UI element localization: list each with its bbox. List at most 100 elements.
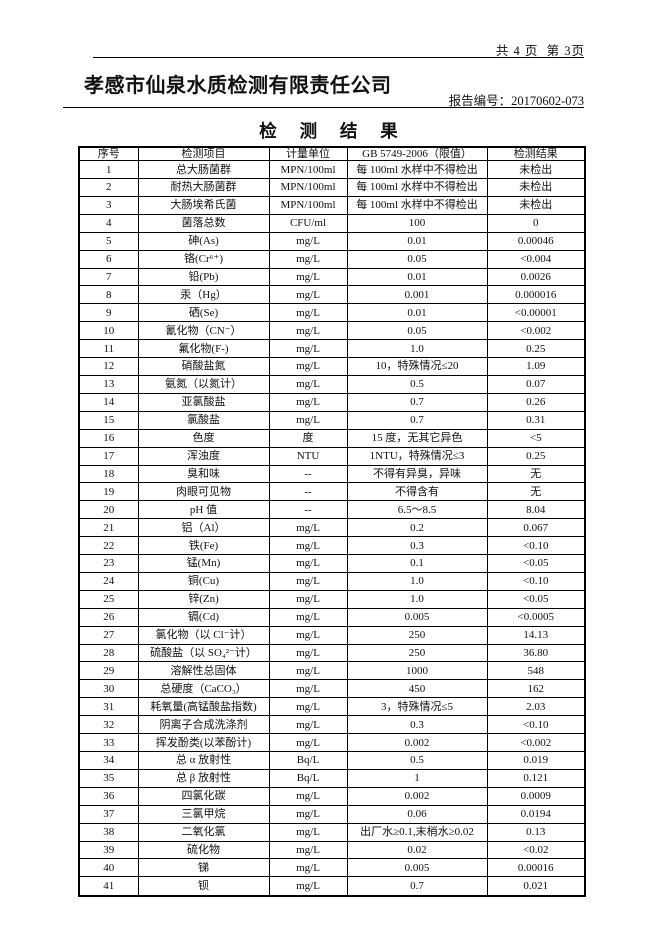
table-row: 34 总 α 放射性 Bq/L 0.5 0.019 <box>78 751 586 770</box>
report-number-value: 20170602-073 <box>511 94 584 108</box>
table-row: 36 四氯化碳 mg/L 0.002 0.0009 <box>78 786 586 806</box>
column-header-seq: 序号 <box>78 146 139 162</box>
table-row: 1 总大肠菌群 MPN/100ml 每 100ml 水样中不得检出 未检出 <box>78 160 586 179</box>
table-cell: 3，特殊情况≤5 <box>346 697 488 717</box>
table-cell: 0.002 <box>346 786 488 806</box>
table-cell: 0.13 <box>486 822 586 842</box>
table-cell: 0.005 <box>346 607 488 627</box>
table-cell: <0.00001 <box>486 303 586 323</box>
table-cell: Bq/L <box>268 751 348 770</box>
table-cell: MPN/100ml <box>268 195 348 215</box>
table-cell: 1.0 <box>346 339 488 359</box>
table-cell: <0.002 <box>486 733 586 752</box>
table-cell: 0.5 <box>346 751 488 770</box>
table-cell: 0.0194 <box>486 804 586 824</box>
results-table: 序号 检测项目 计量单位 GB 5749-2006（限值） 检测结果 1 总大肠菌… <box>78 146 586 897</box>
table-cell: 0.7 <box>346 392 488 412</box>
table-cell: 锌(Zn) <box>137 589 270 609</box>
table-cell: 35 <box>78 768 139 788</box>
table-cell: 0.7 <box>346 876 488 897</box>
table-cell: 15 度，无其它异色 <box>346 428 488 448</box>
report-number: 报告编号：20170602-073 <box>449 90 584 109</box>
table-cell: mg/L <box>268 321 348 341</box>
table-cell: 未检出 <box>486 160 586 179</box>
table-cell: 0.00016 <box>486 858 586 878</box>
table-cell: 0.05 <box>346 249 488 269</box>
table-cell: mg/L <box>268 589 348 609</box>
table-cell: mg/L <box>268 786 348 806</box>
table-cell: mg/L <box>268 697 348 717</box>
table-cell: mg/L <box>268 231 348 251</box>
table-cell: 17 <box>78 446 139 466</box>
table-cell: 每 100ml 水样中不得检出 <box>346 178 488 197</box>
table-row: 18 臭和味 -- 不得有异臭，异味无 <box>78 464 586 484</box>
table-cell: 40 <box>78 858 139 878</box>
table-cell: 6.5～8.5 <box>346 500 488 520</box>
table-row: 26 镉(Cd) mg/L 0.005 <0.0005 <box>78 607 586 627</box>
header-rule-bottom <box>63 107 584 108</box>
table-cell: 36.80 <box>486 643 586 663</box>
table-row: 13 氨氮（以氮计） mg/L 0.5 0.07 <box>78 374 586 394</box>
table-row: 33 挥发酚类(以苯酚计) mg/L 0.002 <0.002 <box>78 733 586 752</box>
table-row: 28 硫酸盐（以 SO₄²⁻计） mg/L 250 36.80 <box>78 643 586 663</box>
table-cell: 未检出 <box>486 178 586 197</box>
table-row: 17 浑浊度 NTU 1NTU，特殊情况≤3 0.25 <box>78 446 586 466</box>
table-cell: 548 <box>486 661 586 681</box>
table-cell: 250 <box>346 625 488 645</box>
table-cell: 0.25 <box>486 339 586 359</box>
table-cell: 耐热大肠菌群 <box>137 178 270 197</box>
table-cell: <0.05 <box>486 589 586 609</box>
table-row: 30 总硬度（CaCO₃） mg/L 450 162 <box>78 679 586 699</box>
table-cell: 39 <box>78 840 139 860</box>
table-cell: 0.3 <box>346 536 488 556</box>
table-row: 7 铅(Pb) mg/L 0.01 0.0026 <box>78 267 586 287</box>
table-cell: mg/L <box>268 733 348 752</box>
table-cell: 11 <box>78 339 139 359</box>
table-cell: 0.26 <box>486 392 586 412</box>
table-cell: 9 <box>78 303 139 323</box>
table-row: 22 铁(Fe) mg/L 0.3 <0.10 <box>78 536 586 556</box>
column-header-unit: 计量单位 <box>268 146 348 162</box>
table-cell: 不得含有 <box>346 482 488 502</box>
table-cell: MPN/100ml <box>268 160 348 179</box>
table-cell: 四氯化碳 <box>137 786 270 806</box>
table-cell: 0.3 <box>346 715 488 735</box>
table-cell: 0.00046 <box>486 231 586 251</box>
table-row: 29 溶解性总固体 mg/L 1000 548 <box>78 661 586 681</box>
table-cell: 挥发酚类(以苯酚计) <box>137 733 270 752</box>
table-cell: 每 100ml 水样中不得检出 <box>346 195 488 215</box>
table-cell: 2.03 <box>486 697 586 717</box>
table-cell: NTU <box>268 446 348 466</box>
table-cell: 41 <box>78 876 139 897</box>
table-cell: 0.25 <box>486 446 586 466</box>
table-cell: mg/L <box>268 392 348 412</box>
table-cell: 1000 <box>346 661 488 681</box>
table-cell: 12 <box>78 357 139 376</box>
table-cell: mg/L <box>268 715 348 735</box>
column-header-result: 检测结果 <box>486 146 586 162</box>
table-cell: 每 100ml 水样中不得检出 <box>346 160 488 179</box>
table-cell: <0.02 <box>486 840 586 860</box>
table-cell: 硫酸盐（以 SO₄²⁻计） <box>137 643 270 663</box>
table-cell: 无 <box>486 482 586 502</box>
table-cell: 1NTU，特殊情况≤3 <box>346 446 488 466</box>
table-cell: 0 <box>486 213 586 233</box>
table-cell: 1 <box>78 160 139 179</box>
table-cell: mg/L <box>268 374 348 394</box>
page-number: 共 4 页 第 3页 <box>495 44 585 58</box>
table-row: 15 氯酸盐 mg/L 0.7 0.31 <box>78 410 586 430</box>
table-cell: <0.0005 <box>486 607 586 627</box>
table-cell: 度 <box>268 428 348 448</box>
table-row: 16 色度度 15 度，无其它异色 <5 <box>78 428 586 448</box>
table-cell: 10，特殊情况≤20 <box>346 357 488 376</box>
table-cell: 出厂水≥0.1,末梢水≥0.02 <box>346 822 488 842</box>
table-row: 38 二氧化氯 mg/L 出厂水≥0.1,末梢水≥0.02 0.13 <box>78 822 586 842</box>
company-name: 孝感市仙泉水质检测有限责任公司 <box>84 75 392 97</box>
table-cell: 0.019 <box>486 751 586 770</box>
table-cell: 铬(Cr⁶⁺) <box>137 249 270 269</box>
table-cell: mg/L <box>268 804 348 824</box>
table-cell: 硝酸盐氮 <box>137 357 270 376</box>
table-cell: 0.021 <box>486 876 586 897</box>
table-cell: mg/L <box>268 840 348 860</box>
column-header-item: 检测项目 <box>137 146 270 162</box>
